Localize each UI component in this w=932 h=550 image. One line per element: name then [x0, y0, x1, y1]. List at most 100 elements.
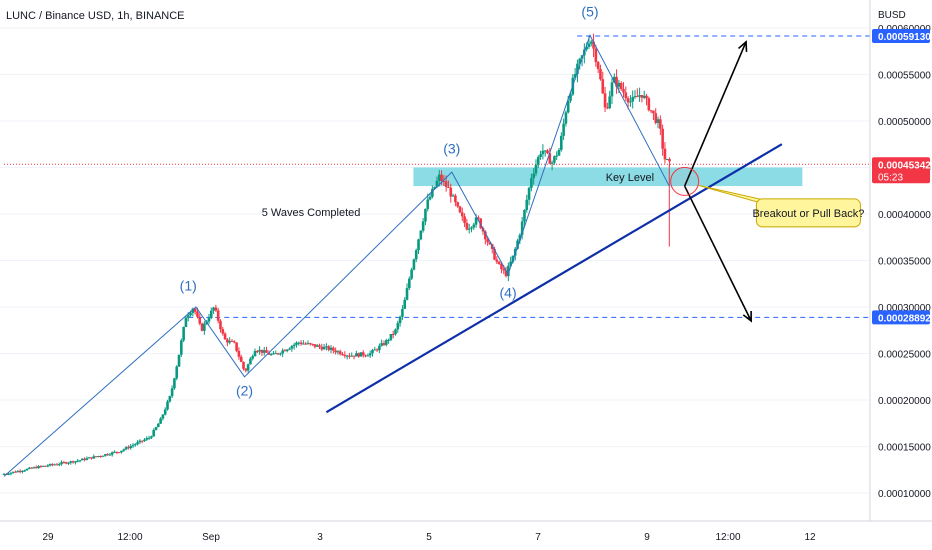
candle-body — [502, 269, 506, 271]
candle-body — [120, 450, 123, 453]
trendline[interactable] — [325, 143, 783, 414]
arrow-line — [683, 185, 752, 322]
candle-body — [322, 346, 326, 350]
candle-body — [315, 345, 319, 347]
candle-body — [87, 457, 91, 459]
candle-body — [329, 347, 333, 350]
candle-body — [428, 196, 432, 200]
candle-body — [486, 239, 489, 243]
candle-body — [629, 101, 632, 103]
candle-body — [484, 231, 487, 240]
candle-body — [336, 351, 340, 353]
candle-body — [207, 317, 211, 322]
price-tag — [872, 29, 930, 44]
candle-body — [34, 467, 38, 469]
candle-body — [375, 349, 379, 351]
candle-body — [359, 352, 363, 357]
candle-body — [127, 447, 130, 449]
candle-body — [454, 195, 457, 203]
candle-body — [163, 409, 167, 415]
candle-body — [548, 153, 552, 164]
candle-body — [117, 452, 121, 454]
candle-body — [108, 454, 112, 456]
candle-body — [654, 113, 658, 123]
candle-body — [511, 255, 515, 262]
candle-body — [161, 414, 165, 419]
waves-completed-text: 5 Waves Completed — [262, 207, 361, 219]
candle-body — [366, 355, 370, 357]
candle-body — [419, 230, 423, 240]
candle-body — [536, 156, 540, 165]
wave-label: (5) — [581, 4, 598, 20]
candle-body — [638, 95, 641, 97]
candle-body — [405, 288, 409, 300]
candle-body — [196, 311, 199, 317]
candle-body — [417, 239, 420, 251]
candle-body — [290, 346, 294, 349]
candle-body — [203, 323, 206, 331]
candle-body — [592, 41, 595, 49]
candle-body — [424, 208, 427, 222]
candle-body — [94, 456, 98, 458]
candle-body — [603, 93, 607, 108]
wave-label: (4) — [500, 285, 517, 301]
candle-body — [313, 344, 317, 347]
candle-body — [472, 224, 476, 228]
candle-body — [495, 259, 499, 262]
candle-body — [470, 227, 473, 229]
candle-body — [30, 467, 33, 469]
wave-label: (2) — [236, 382, 253, 398]
candle-body — [338, 351, 342, 355]
candle-body — [373, 349, 377, 351]
candle-body — [640, 95, 644, 98]
candle-body — [235, 342, 238, 351]
candle-body — [242, 361, 245, 369]
candle-body — [624, 92, 628, 99]
candle-body — [246, 364, 250, 371]
candle-body — [136, 442, 139, 445]
candle-body — [560, 135, 563, 150]
candle-body — [168, 396, 172, 402]
candle-body — [9, 472, 13, 474]
candle-body — [110, 452, 114, 455]
candle-body — [615, 76, 618, 87]
candle-body — [647, 98, 651, 111]
candle-body — [371, 349, 374, 354]
candle-body — [421, 221, 425, 231]
candle-body — [642, 95, 646, 98]
arrow-head — [742, 310, 752, 323]
y-tick-label: 0.00015000 — [878, 443, 931, 454]
y-tick-label: 0.00055000 — [878, 70, 931, 81]
candle-body — [249, 358, 252, 365]
candle-body — [426, 199, 430, 209]
candle-body — [394, 329, 397, 335]
x-tick-label: 3 — [317, 532, 323, 543]
candle-body — [306, 343, 310, 345]
candle-body — [81, 458, 84, 461]
x-tick-label: 12:00 — [117, 532, 142, 543]
candle-body — [408, 278, 411, 289]
candle-body — [410, 269, 413, 279]
candle-body — [585, 46, 588, 50]
x-tick-label: 12 — [804, 532, 816, 543]
time-axis[interactable]: 29 12:00 Sep 3 5 7 9 12:00 12 — [0, 520, 932, 550]
candle-body — [129, 446, 132, 449]
candle-body — [380, 343, 383, 346]
candle-body — [16, 471, 20, 473]
candle-body — [520, 221, 524, 235]
candle-body — [122, 449, 126, 451]
candle-body — [193, 308, 197, 312]
candle-body — [260, 349, 264, 353]
candle-body — [92, 456, 96, 459]
candle-body — [493, 248, 496, 260]
candle-body — [302, 343, 305, 345]
candle-body — [442, 180, 446, 182]
candle-body — [589, 41, 593, 44]
candle-body — [140, 440, 144, 442]
price-axis[interactable]: BUSD 0.00010000 0.00015000 0.00020000 0.0002… — [869, 0, 932, 550]
candle-body — [543, 150, 547, 152]
projection-arrows[interactable] — [683, 40, 752, 323]
candle-body — [661, 128, 664, 149]
